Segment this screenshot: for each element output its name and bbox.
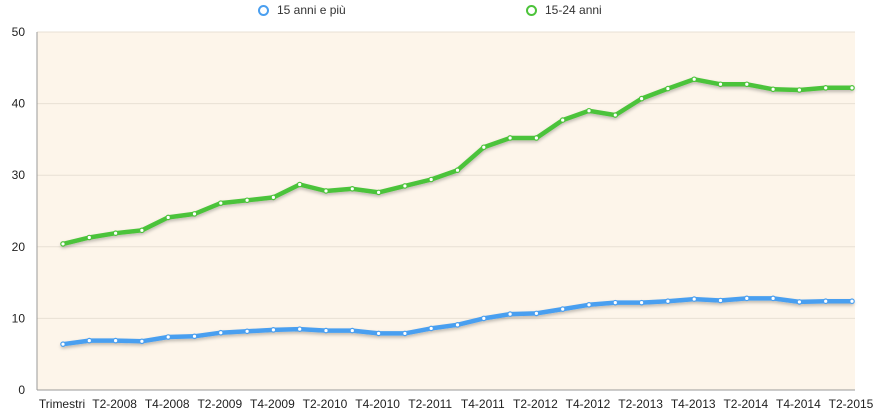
data-point[interactable] bbox=[139, 227, 145, 234]
legend-item-15-24-anni[interactable]: 15-24 anni bbox=[526, 3, 602, 17]
data-point[interactable] bbox=[323, 327, 329, 334]
data-point[interactable] bbox=[60, 241, 66, 247]
x-tick-label: T4-2014 bbox=[776, 397, 821, 411]
data-point[interactable] bbox=[375, 189, 382, 196]
data-point[interactable] bbox=[270, 327, 277, 333]
data-point[interactable] bbox=[270, 194, 277, 201]
data-point[interactable] bbox=[218, 329, 224, 336]
data-point[interactable] bbox=[691, 296, 698, 302]
data-point[interactable] bbox=[586, 107, 592, 114]
data-point[interactable] bbox=[743, 295, 750, 302]
data-point[interactable] bbox=[480, 315, 487, 322]
data-point[interactable] bbox=[665, 85, 671, 92]
x-tick-label: T2-2013 bbox=[618, 397, 663, 411]
data-point[interactable] bbox=[559, 117, 566, 123]
data-point[interactable] bbox=[612, 299, 619, 306]
x-tick-label: T2-2014 bbox=[723, 397, 768, 411]
data-point[interactable] bbox=[218, 200, 224, 206]
data-point[interactable] bbox=[717, 297, 724, 304]
data-point[interactable] bbox=[770, 86, 776, 93]
data-point[interactable] bbox=[428, 176, 435, 183]
data-point[interactable] bbox=[139, 338, 145, 345]
x-tick-label: T2-2009 bbox=[197, 397, 242, 411]
series-0 bbox=[60, 295, 855, 347]
data-point[interactable] bbox=[60, 341, 66, 347]
data-point[interactable] bbox=[86, 337, 93, 344]
data-point[interactable] bbox=[165, 334, 172, 340]
data-point[interactable] bbox=[849, 298, 855, 305]
y-tick-label: 0 bbox=[18, 383, 25, 397]
chart-legend: 15 anni e più 15-24 anni bbox=[0, 3, 886, 21]
x-tick-label: T2-2008 bbox=[92, 397, 137, 411]
data-point[interactable] bbox=[691, 76, 698, 83]
data-point[interactable] bbox=[454, 322, 461, 328]
legend-label-15-anni-e-piu: 15 anni e più bbox=[277, 3, 346, 17]
legend-swatch-blue bbox=[258, 4, 269, 16]
data-point[interactable] bbox=[796, 299, 803, 305]
y-tick-label: 30 bbox=[12, 168, 26, 182]
legend-swatch-green bbox=[526, 4, 537, 16]
data-point[interactable] bbox=[112, 337, 119, 344]
data-point[interactable] bbox=[822, 85, 829, 91]
legend-item-15-anni-e-piu[interactable]: 15 anni e più bbox=[258, 3, 346, 17]
x-tick-label: T4-2009 bbox=[250, 397, 295, 411]
data-point[interactable] bbox=[402, 183, 408, 189]
data-point[interactable] bbox=[402, 330, 408, 337]
data-point[interactable] bbox=[428, 325, 435, 332]
data-point[interactable] bbox=[822, 298, 829, 305]
x-tick-label: T4-2013 bbox=[671, 397, 716, 411]
data-point[interactable] bbox=[586, 301, 592, 308]
data-point[interactable] bbox=[638, 95, 645, 102]
y-tick-label: 20 bbox=[12, 240, 26, 254]
data-point[interactable] bbox=[165, 214, 172, 221]
data-point[interactable] bbox=[244, 197, 250, 204]
data-point[interactable] bbox=[480, 144, 487, 151]
x-tick-label: T4-2011 bbox=[461, 397, 505, 411]
x-tick-label: T2-2012 bbox=[513, 397, 558, 411]
data-point[interactable] bbox=[191, 333, 198, 340]
data-point[interactable] bbox=[612, 112, 619, 118]
y-tick-label: 10 bbox=[12, 311, 26, 325]
data-point[interactable] bbox=[849, 85, 855, 91]
data-point[interactable] bbox=[323, 188, 329, 194]
x-tick-label: T2-2010 bbox=[303, 397, 348, 411]
data-point[interactable] bbox=[507, 311, 513, 317]
data-point[interactable] bbox=[533, 310, 540, 317]
data-point[interactable] bbox=[454, 167, 461, 173]
y-tick-label: 40 bbox=[12, 97, 26, 111]
data-point[interactable] bbox=[296, 181, 303, 188]
data-point[interactable] bbox=[86, 234, 93, 241]
data-point[interactable] bbox=[112, 230, 119, 236]
x-tick-label: T2-2011 bbox=[408, 397, 452, 411]
x-tick-label: T4-2008 bbox=[145, 397, 190, 411]
data-point[interactable] bbox=[375, 330, 382, 337]
data-point[interactable] bbox=[296, 326, 303, 332]
plot-area bbox=[37, 32, 855, 390]
x-tick-label: Trimestri bbox=[39, 397, 85, 411]
data-point[interactable] bbox=[743, 81, 750, 88]
series-1 bbox=[60, 76, 855, 247]
data-point[interactable] bbox=[533, 135, 540, 141]
data-point[interactable] bbox=[244, 328, 250, 335]
x-tick-label: T4-2010 bbox=[355, 397, 400, 411]
x-tick-label: T4-2012 bbox=[566, 397, 611, 411]
y-tick-label: 50 bbox=[12, 25, 26, 39]
legend-label-15-24-anni: 15-24 anni bbox=[545, 3, 602, 17]
x-tick-label: T2-2015 bbox=[829, 397, 874, 411]
data-point[interactable] bbox=[191, 211, 198, 217]
data-point[interactable] bbox=[796, 87, 803, 93]
data-point[interactable] bbox=[665, 298, 671, 305]
data-point[interactable] bbox=[559, 306, 566, 312]
data-point[interactable] bbox=[349, 327, 356, 334]
data-point[interactable] bbox=[638, 299, 645, 306]
data-point[interactable] bbox=[770, 295, 776, 302]
data-point[interactable] bbox=[349, 186, 356, 192]
data-point[interactable] bbox=[717, 81, 724, 88]
data-point[interactable] bbox=[507, 135, 513, 141]
